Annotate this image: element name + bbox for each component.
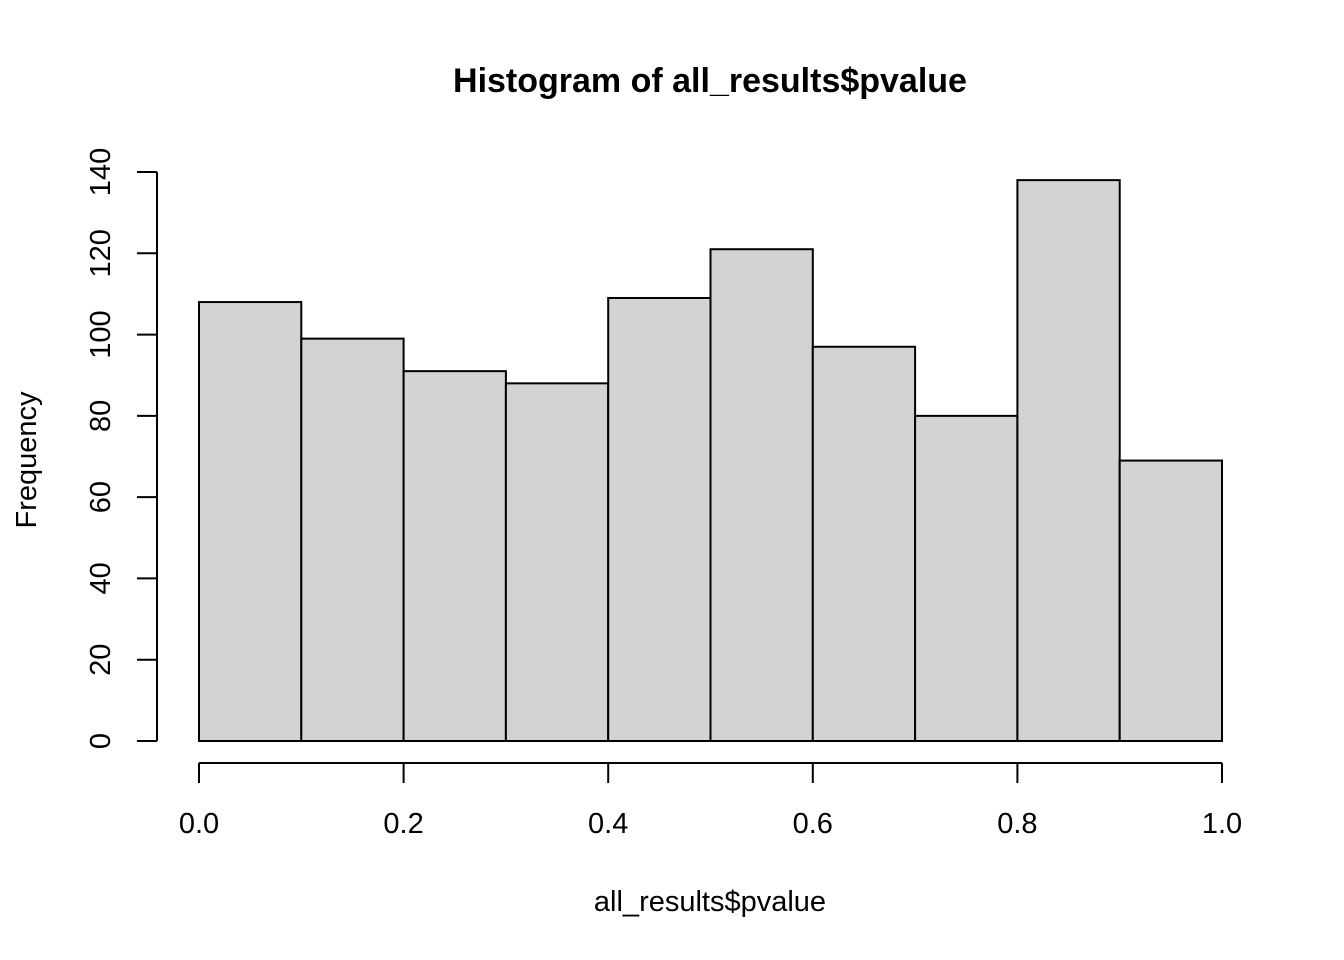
y-tick-label: 120 [85,229,117,277]
histogram-bar [504,382,610,742]
histogram-bar [1016,179,1121,742]
histogram-bar [198,301,303,742]
chart-title: Histogram of all_results$pvalue [453,62,967,100]
histogram-bar [914,414,1019,742]
y-tick-label: 80 [85,400,117,432]
histogram-bar [607,296,712,742]
y-axis-title: Frequency [11,391,43,529]
histogram-bar [709,248,814,742]
y-tick-label: 40 [85,562,117,594]
y-tick-label: 0 [85,733,117,749]
histogram-bar [300,337,405,742]
y-axis: 0 20 40 60 80 100 120 140 [85,148,158,749]
x-axis: 0.0 0.2 0.4 0.6 0.8 1.0 [179,762,1242,840]
x-axis-title: all_results$pvalue [594,886,826,918]
y-tick-label: 60 [85,481,117,513]
x-tick-label: 0.6 [793,808,833,840]
y-tick-label: 140 [85,148,117,196]
y-tick-label: 100 [85,310,117,358]
histogram-bar [1118,459,1223,742]
x-tick-label: 1.0 [1202,808,1242,840]
histogram-bar [402,370,507,742]
x-tick-label: 0.2 [383,808,423,840]
histogram-bar [811,345,917,742]
x-tick-label: 0.8 [997,808,1037,840]
y-tick-label: 20 [85,644,117,676]
histogram-bars [198,179,1223,742]
x-tick-label: 0.4 [588,808,628,840]
x-tick-label: 0.0 [179,808,219,840]
